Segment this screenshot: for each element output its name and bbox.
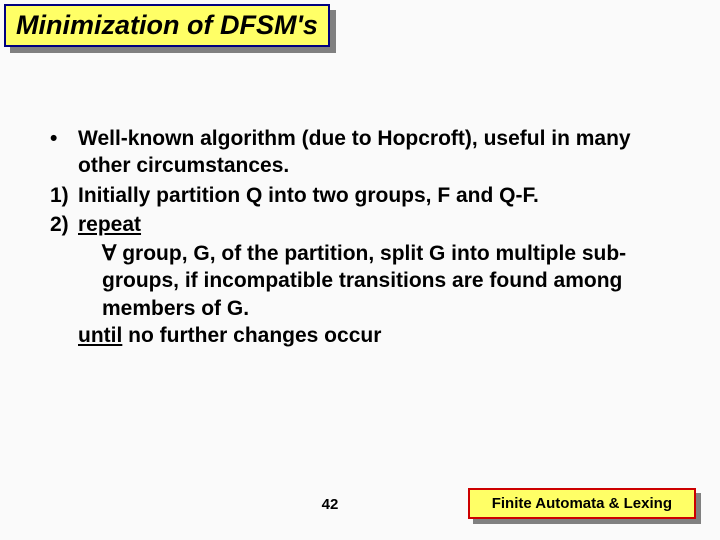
number-mark: 1) bbox=[50, 182, 78, 209]
indented-block: ∀ group, G, of the partition, split G in… bbox=[50, 240, 680, 322]
indented-text: group, G, of the partition, split G into… bbox=[102, 242, 626, 320]
footer-badge: Finite Automata & Lexing Finite Automata… bbox=[468, 488, 696, 519]
content-area: • Well-known algorithm (due to Hopcroft)… bbox=[50, 125, 680, 349]
until-keyword: until bbox=[78, 324, 122, 347]
slide-title: Minimization of DFSM's bbox=[4, 4, 330, 47]
title-box: Minimization of DFSM's Minimization of D… bbox=[4, 4, 330, 47]
numbered-item: 2) repeat bbox=[50, 211, 680, 238]
numbered-item: 1) Initially partition Q into two groups… bbox=[50, 182, 680, 209]
number-mark: 2) bbox=[50, 211, 78, 238]
footer-badge-text: Finite Automata & Lexing bbox=[468, 488, 696, 519]
numbered-text: Initially partition Q into two groups, F… bbox=[78, 182, 680, 209]
bullet-item: • Well-known algorithm (due to Hopcroft)… bbox=[50, 125, 680, 180]
footer: 42 Finite Automata & Lexing Finite Autom… bbox=[0, 488, 720, 522]
until-text: no further changes occur bbox=[122, 324, 381, 347]
bullet-mark: • bbox=[50, 125, 78, 180]
until-line: until no further changes occur bbox=[50, 322, 680, 349]
forall-symbol: ∀ bbox=[102, 242, 116, 265]
repeat-keyword: repeat bbox=[78, 213, 141, 236]
numbered-text: repeat bbox=[78, 211, 680, 238]
bullet-text: Well-known algorithm (due to Hopcroft), … bbox=[78, 125, 680, 180]
